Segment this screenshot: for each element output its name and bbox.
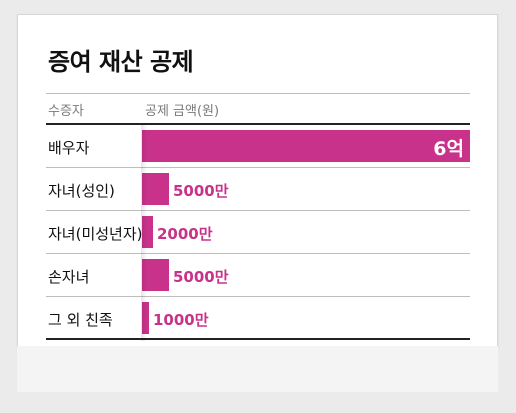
- row-divider: [46, 210, 470, 211]
- row-divider: [46, 253, 470, 254]
- value-label: 5000만: [173, 182, 229, 200]
- category-label: 그 외 친족: [48, 311, 113, 329]
- category-label: 자녀(미성년자): [48, 225, 143, 243]
- top-divider: [46, 93, 470, 94]
- value-axis-shadow: [141, 125, 147, 341]
- chart-title: 증여 재산 공제: [48, 48, 194, 76]
- row-divider: [46, 167, 470, 168]
- row-divider: [46, 338, 470, 340]
- bar: [142, 302, 149, 334]
- row-divider: [46, 296, 470, 297]
- chart-card: [17, 14, 498, 348]
- value-label: 5000만: [173, 268, 229, 286]
- category-label: 자녀(성인): [48, 182, 115, 200]
- bar: [142, 216, 153, 248]
- value-label: 2000만: [157, 225, 213, 243]
- value-header: 공제 금액(원): [145, 104, 220, 119]
- bar: [142, 259, 169, 291]
- header-rule: [46, 123, 470, 125]
- bar: [142, 130, 470, 162]
- category-label: 배우자: [48, 139, 90, 157]
- category-label: 손자녀: [48, 268, 90, 286]
- value-label: 6억: [433, 138, 464, 160]
- bottom-margin: [17, 346, 498, 392]
- category-header: 수증자: [48, 104, 84, 119]
- value-label: 1000만: [153, 311, 209, 329]
- bar: [142, 173, 169, 205]
